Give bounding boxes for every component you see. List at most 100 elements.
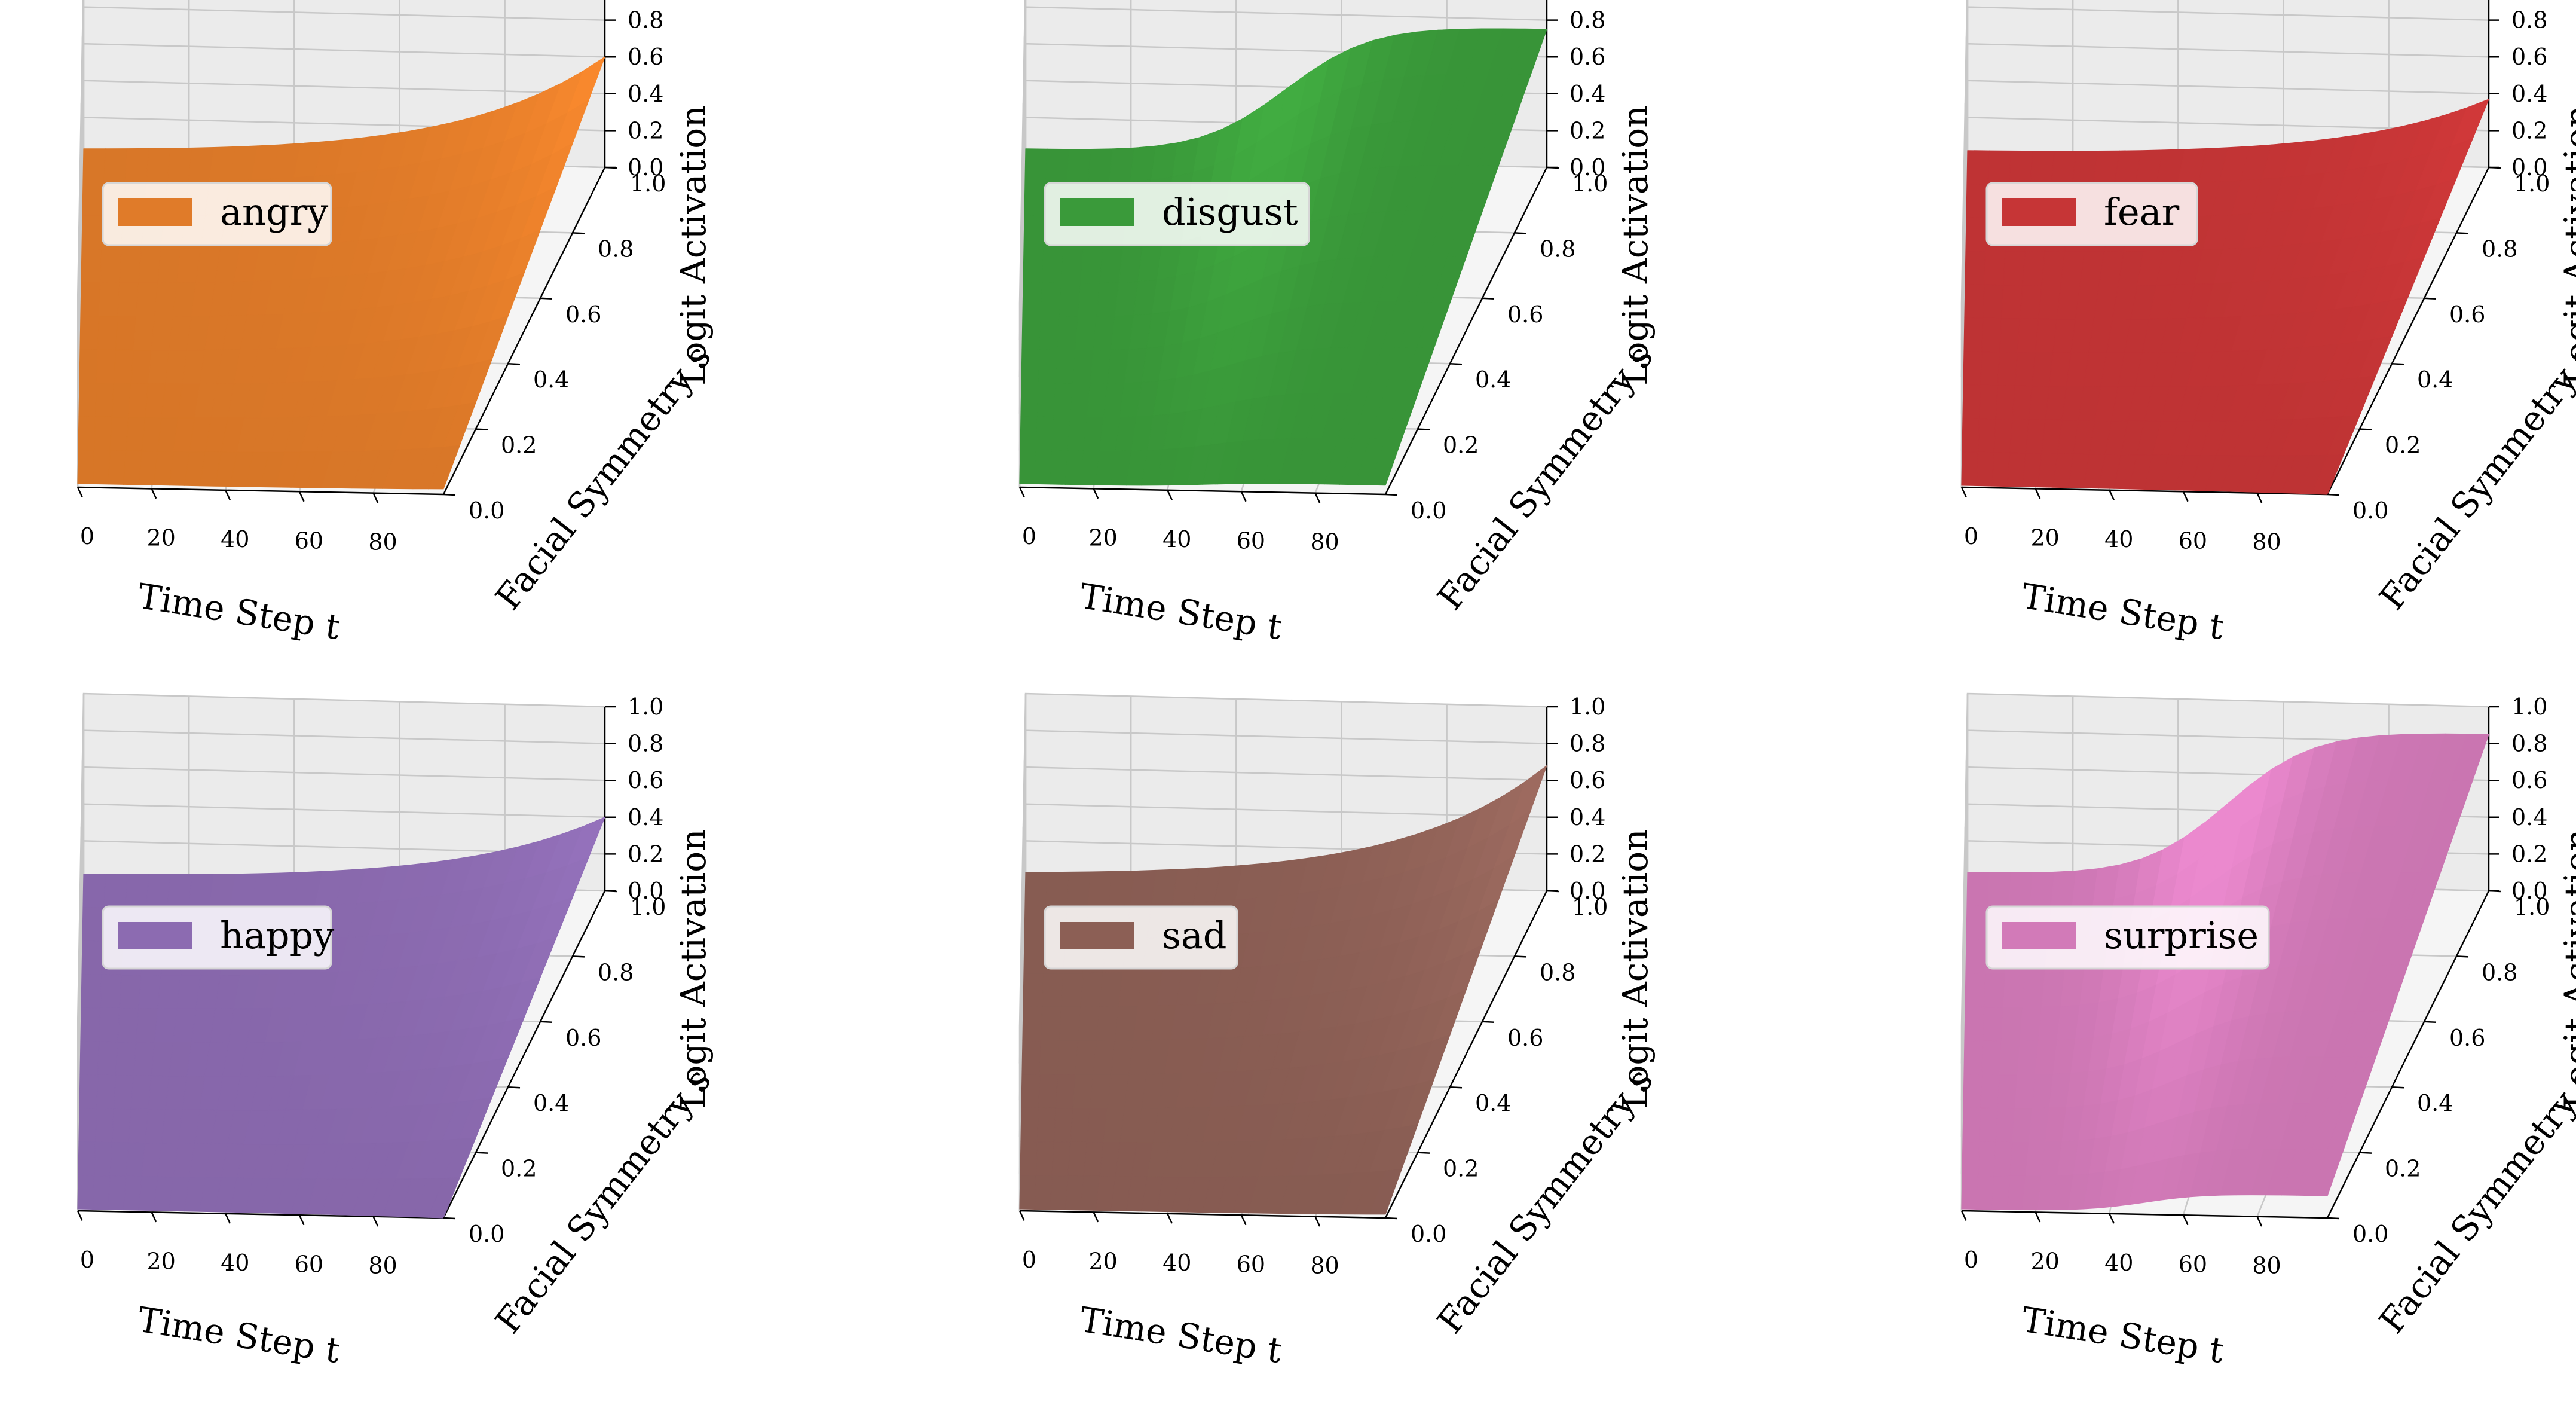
x-tick-label: 40 bbox=[2104, 526, 2133, 552]
x-tick bbox=[1960, 487, 1967, 497]
x-axis-label: Time Step t bbox=[2019, 576, 2227, 648]
x-tick bbox=[2182, 1214, 2189, 1226]
surface-patch bbox=[167, 147, 193, 182]
surface-patch bbox=[1042, 249, 1064, 284]
surface-patch bbox=[2051, 870, 2077, 906]
y-tick-label: 0.2 bbox=[1443, 1156, 1479, 1182]
surface-patch bbox=[146, 148, 171, 183]
z-tick-label: 0.6 bbox=[1570, 44, 1605, 70]
x-tick-label: 80 bbox=[368, 1253, 397, 1279]
subplot-fear: 0 20 40 60 800.00.20.40.60.81.00.00.20.40.60… bbox=[1960, 0, 2576, 648]
z-tick-label: 0.8 bbox=[2511, 7, 2547, 33]
x-tick bbox=[2182, 491, 2189, 502]
y-tick-label: 0.0 bbox=[1411, 497, 1446, 524]
y-axis-line bbox=[442, 890, 606, 1219]
y-axis-label: Facial Symmetry s bbox=[2371, 337, 2576, 617]
surface-patch bbox=[124, 148, 149, 183]
surface-patch bbox=[117, 1008, 139, 1043]
legend-swatch bbox=[118, 198, 192, 226]
x-tick-label: 40 bbox=[221, 1250, 249, 1276]
x-tick bbox=[1240, 491, 1247, 502]
x-tick bbox=[77, 487, 83, 497]
surface-patch bbox=[1023, 215, 1045, 250]
z-gridline bbox=[1018, 692, 1547, 1027]
y-tick-label: 0.6 bbox=[2449, 1025, 2485, 1051]
y-tick-label: 0.6 bbox=[565, 301, 601, 328]
legend-swatch bbox=[2002, 198, 2076, 226]
surface-patch bbox=[94, 1141, 112, 1177]
surface-patch bbox=[1042, 973, 1064, 1007]
surface-patch bbox=[1963, 317, 1984, 353]
surface-patch bbox=[1034, 1175, 1053, 1210]
surface-patch bbox=[2022, 251, 2045, 286]
surface-patch bbox=[1023, 249, 1044, 283]
surface-patch bbox=[1038, 349, 1058, 384]
surface-patch bbox=[133, 316, 155, 351]
x-tick bbox=[1960, 1210, 1967, 1221]
x-tick-label: 80 bbox=[2252, 529, 2281, 555]
x-tick bbox=[2109, 1213, 2115, 1224]
x-tick bbox=[151, 488, 157, 499]
surface-patch bbox=[1055, 350, 1076, 384]
surface-patch bbox=[1980, 1074, 2000, 1109]
z-tick-label: 0.2 bbox=[628, 117, 663, 143]
surface-patch bbox=[1039, 316, 1060, 351]
surface-patch bbox=[138, 249, 161, 283]
x-tick-label: 60 bbox=[2179, 527, 2207, 554]
surface-patch bbox=[82, 182, 105, 216]
surface-patch bbox=[1053, 1107, 1073, 1143]
surface-patch bbox=[2020, 285, 2042, 320]
y-tick bbox=[2359, 428, 2372, 430]
surface-patch bbox=[2030, 871, 2055, 907]
y-tick-label: 1.0 bbox=[2514, 170, 2550, 197]
surface-patch bbox=[1059, 1006, 1081, 1042]
surface-patch bbox=[80, 282, 101, 317]
x-tick bbox=[2035, 488, 2041, 499]
z-tick-label: 0.6 bbox=[2511, 44, 2547, 70]
surface-patch bbox=[136, 1008, 158, 1043]
x-tick-label: 80 bbox=[1310, 1253, 1339, 1279]
x-axis-line bbox=[77, 486, 444, 496]
x-tick bbox=[1314, 1216, 1321, 1227]
surface-patch bbox=[2001, 1007, 2023, 1042]
y-tick-label: 0.6 bbox=[565, 1025, 601, 1051]
surface-patch bbox=[92, 450, 111, 485]
surface-happy bbox=[77, 817, 605, 1219]
surface-patch bbox=[427, 445, 460, 490]
y-tick bbox=[2456, 955, 2469, 958]
surface-patch bbox=[1021, 1074, 1041, 1108]
x-tick bbox=[372, 1216, 379, 1227]
legend-label: disgust bbox=[1162, 190, 1298, 234]
z-tick-label: 1.0 bbox=[1570, 694, 1605, 720]
surface-patch bbox=[2003, 973, 2026, 1008]
y-tick bbox=[540, 297, 553, 300]
surface-patch bbox=[1078, 283, 1100, 317]
z-tick-label: 0.4 bbox=[2511, 81, 2547, 107]
x-tick-label: 20 bbox=[2030, 524, 2059, 551]
z-tick-label: 0.4 bbox=[1570, 804, 1605, 830]
surface-patch bbox=[1965, 251, 1986, 285]
surface-patch bbox=[96, 1074, 117, 1110]
y-tick-label: 1.0 bbox=[1572, 170, 1608, 197]
surface-patch bbox=[1019, 450, 1037, 484]
surface-patch bbox=[1023, 939, 1045, 974]
surface-patch bbox=[2030, 151, 2055, 185]
surface-patch bbox=[1978, 418, 1996, 453]
y-tick-label: 1.0 bbox=[1572, 894, 1608, 920]
surface-patch bbox=[136, 282, 158, 317]
x-tick-label: 0 bbox=[1022, 523, 1036, 549]
surface-patch bbox=[1976, 1175, 1994, 1210]
surface-patch bbox=[2020, 1006, 2042, 1042]
surface-patch bbox=[1050, 1175, 1069, 1211]
surface-patch bbox=[78, 1141, 96, 1177]
surface-patch bbox=[1037, 383, 1057, 418]
surface-patch bbox=[109, 1142, 129, 1177]
surface-patch bbox=[1979, 384, 1999, 420]
surface-patch bbox=[1050, 450, 1069, 485]
z-tick-label: 1.0 bbox=[2511, 694, 2547, 720]
x-tick-label: 0 bbox=[1964, 523, 1978, 549]
surface-patch bbox=[1964, 284, 1985, 319]
z-axis-label: Logit Activation bbox=[1615, 105, 1656, 386]
y-tick-label: 1.0 bbox=[2514, 894, 2550, 920]
x-tick-label: 20 bbox=[146, 524, 175, 551]
